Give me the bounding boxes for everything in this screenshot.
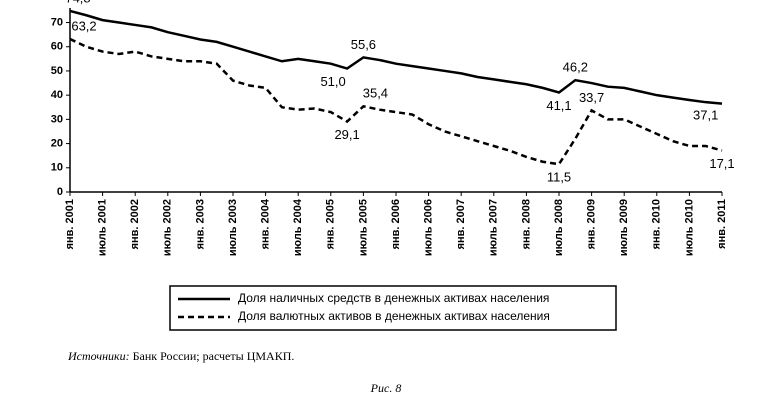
legend-box	[169, 285, 617, 331]
x-tick-label: янв. 2001	[64, 199, 76, 249]
value-label: 41,1	[546, 98, 571, 113]
value-label: 51,0	[320, 74, 345, 89]
value-label: 35,4	[363, 86, 388, 101]
value-label: 63,2	[71, 18, 96, 33]
value-label: 74,8	[65, 0, 90, 5]
series-line	[69, 37, 723, 166]
x-tick-label: июль 2007	[488, 199, 500, 256]
x-tick-label: июль 2008	[553, 199, 565, 256]
x-tick-label: июль 2009	[618, 199, 630, 256]
x-tick-label: янв. 2003	[194, 199, 206, 249]
source: Источники: Банк России; расчеты ЦМАКП.	[67, 349, 294, 363]
x-tick-label: янв. 2006	[390, 199, 402, 249]
x-tick-label: июль 2006	[423, 199, 435, 256]
value-label: 33,7	[579, 90, 604, 105]
y-tick-label: 70	[51, 16, 63, 28]
y-tick-label: 30	[51, 113, 63, 125]
caption: Рис. 8	[370, 381, 402, 395]
x-tick-label: июль 2005	[357, 199, 369, 256]
x-tick-label: янв. 2008	[520, 199, 532, 249]
x-tick-label: июль 2001	[97, 199, 109, 256]
x-tick-label: янв. 2011	[716, 199, 728, 249]
x-tick-label: янв. 2005	[325, 199, 337, 249]
value-label: 55,6	[351, 37, 376, 52]
x-tick-label: янв. 2007	[455, 199, 467, 249]
y-tick-label: 40	[51, 89, 63, 101]
x-tick-label: янв. 2009	[586, 199, 598, 249]
x-tick-label: янв. 2002	[129, 199, 141, 249]
x-tick-label: янв. 2004	[260, 198, 272, 249]
value-label: 17,1	[709, 156, 734, 171]
source-label: Источники:	[67, 349, 130, 363]
x-tick-label: июль 2002	[162, 199, 174, 256]
source-text: Банк России; расчеты ЦМАКП.	[133, 349, 295, 363]
x-tick-label: июль 2004	[292, 198, 304, 256]
x-tick-label: июль 2010	[683, 199, 695, 256]
y-tick-label: 10	[51, 162, 63, 174]
y-tick-label: 60	[51, 41, 63, 53]
series-line	[69, 9, 723, 105]
value-label: 46,2	[563, 60, 588, 75]
x-tick-label: июль 2003	[227, 199, 239, 256]
y-tick-label: 20	[51, 137, 63, 149]
y-tick-label: 50	[51, 65, 63, 77]
value-label: 29,1	[334, 127, 359, 142]
value-label: 37,1	[693, 108, 718, 123]
x-tick-label: янв. 2010	[651, 199, 663, 249]
legend-label: Доля валютных активов в денежных активах…	[238, 309, 550, 323]
y-tick-label: 0	[57, 186, 63, 198]
value-label: 11,5	[547, 170, 571, 185]
legend-label: Доля наличных средств в денежных активах…	[238, 291, 549, 305]
